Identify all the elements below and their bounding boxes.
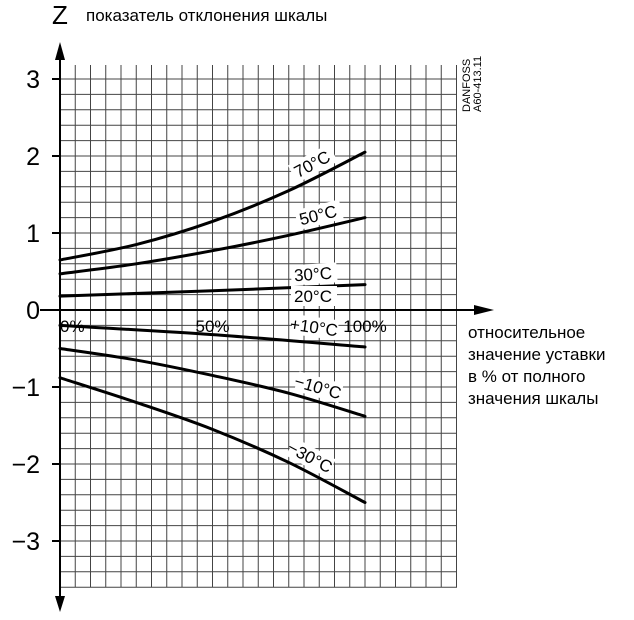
- x-axis-description: относительное значение уставки в % от по…: [468, 322, 605, 410]
- series-label: 70°C: [291, 147, 333, 182]
- series-label-background: [290, 314, 340, 341]
- series-label-background: [294, 371, 344, 404]
- series-label-background: [294, 199, 344, 231]
- series-label-background: [290, 262, 338, 286]
- z-axis-symbol: Z: [52, 0, 68, 30]
- series-label: 30°C: [293, 264, 332, 286]
- series-lines: [58, 150, 367, 504]
- series-label: −10°C: [292, 372, 343, 403]
- y-axis-arrow-down: [55, 596, 65, 612]
- x-tick-label: 50%: [195, 317, 229, 336]
- grid: [59, 65, 457, 588]
- x-axis-description-line: значение уставки: [468, 345, 606, 364]
- y-tick-label: −3: [11, 528, 40, 556]
- y-axis-arrow-up: [55, 42, 65, 60]
- series-line: [58, 216, 367, 276]
- series-label: +10°C: [289, 315, 339, 340]
- x-axis-arrow: [474, 305, 494, 315]
- series-label-background: [285, 437, 336, 478]
- y-tick-label: −1: [11, 374, 40, 402]
- y-tick-label: 2: [26, 143, 40, 171]
- x-axis-description-line: относительное: [468, 323, 586, 342]
- x-tick-label: 100%: [343, 317, 386, 336]
- series-label: 20°C: [294, 287, 332, 306]
- drawing-code: DANFOSS A60-413.11: [461, 55, 484, 112]
- y-axis-title: показатель отклонения шкалы: [86, 6, 328, 25]
- y-tick-label: 3: [26, 66, 40, 94]
- drawing-code-number: A60-413.11: [472, 55, 484, 112]
- series-labels: 70°C50°C30°C20°C+10°C−10°C−30°C: [284, 143, 344, 478]
- y-tick-label: 1: [26, 220, 40, 248]
- x-axis-description-line: значения шкалы: [468, 389, 599, 408]
- series-label-background: [291, 286, 337, 306]
- series-line: [58, 323, 367, 349]
- series-label: −30°C: [284, 438, 335, 477]
- series-line: [58, 376, 367, 504]
- y-tick-label: −2: [11, 451, 40, 479]
- y-tick-label: 0: [26, 297, 40, 325]
- x-axis-description-line: в % от полного: [468, 367, 586, 386]
- series-line: [58, 347, 367, 418]
- series-label-background: [287, 143, 338, 184]
- series-line: [58, 150, 367, 262]
